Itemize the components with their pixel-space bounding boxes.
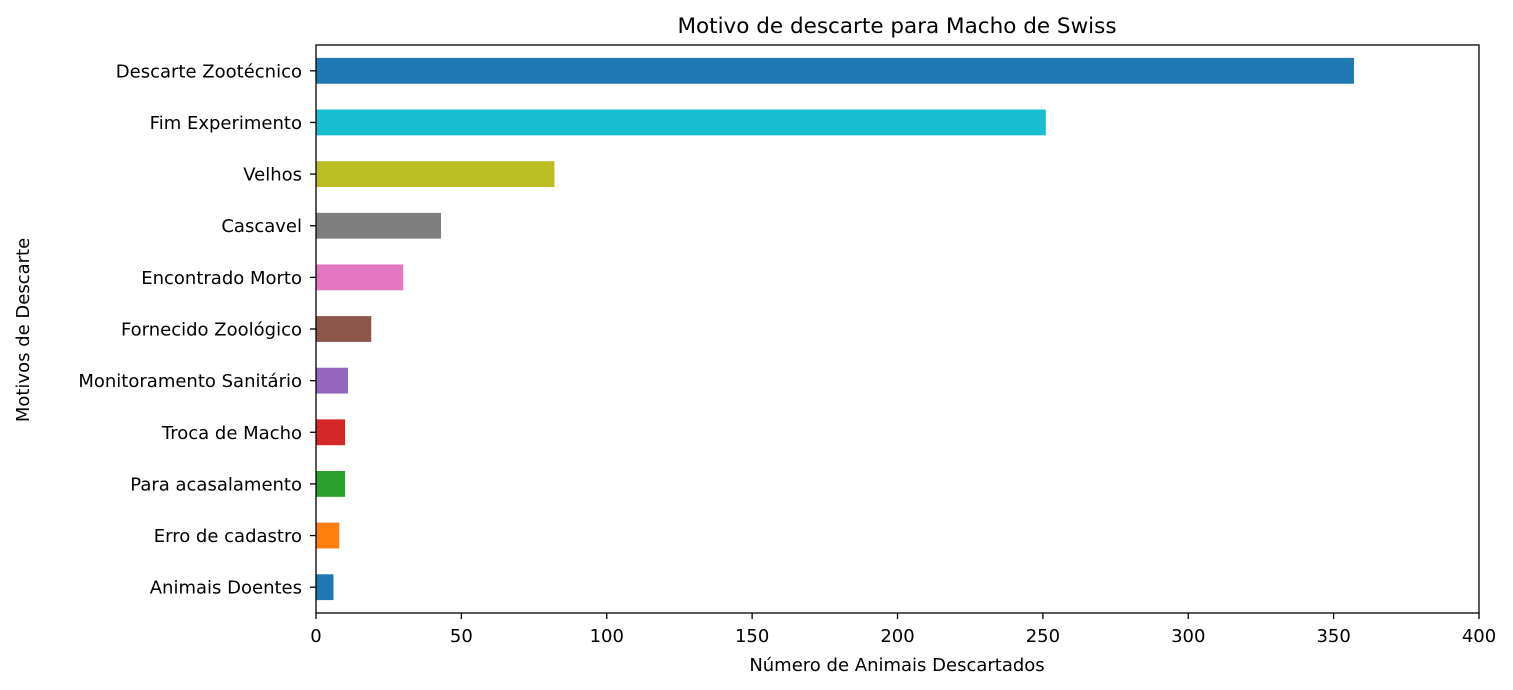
y-tick-label: Para acasalamento	[130, 474, 302, 495]
x-tick-label: 0	[310, 626, 321, 647]
bar-encontrado-morto	[316, 264, 404, 291]
x-tick-label: 250	[1026, 626, 1060, 647]
y-tick-label: Descarte Zootécnico	[116, 61, 302, 82]
bar-erro-de-cadastro	[316, 522, 340, 549]
x-tick-label: 50	[450, 626, 473, 647]
y-tick-label: Fornecido Zoológico	[121, 320, 302, 341]
chart-title: Motivo de descarte para Macho de Swiss	[677, 14, 1116, 39]
bar-fornecido-zoologico	[316, 316, 372, 342]
x-axis-label: Número de Animais Descartados	[749, 655, 1044, 676]
bar-fim-experimento	[316, 109, 1046, 136]
y-tick-label: Fim Experimento	[150, 113, 302, 134]
y-tick-label: Animais Doentes	[150, 578, 302, 599]
y-tick-label: Encontrado Morto	[141, 268, 302, 289]
y-tick-label: Troca de Macho	[161, 423, 302, 444]
bar-velhos	[316, 161, 555, 187]
bar-troca-de-macho	[316, 419, 346, 446]
bar-descarte-zootecnico	[316, 57, 1354, 84]
bar-cascavel	[316, 212, 442, 239]
bar-animais-doentes	[316, 574, 334, 601]
y-tick-label: Erro de cadastro	[154, 526, 302, 547]
x-tick-label: 300	[1171, 626, 1205, 647]
y-axis-label: Motivos de Descarte	[13, 238, 34, 422]
x-tick-label: 150	[735, 626, 769, 647]
plot-frame	[315, 44, 1480, 614]
y-tick-label: Cascavel	[221, 216, 302, 237]
x-axis-ticks: 0 50 100 150 200 250 300 350 400	[310, 613, 1496, 647]
y-tick-label: Velhos	[243, 165, 302, 186]
bar-monitoramento-sanitario	[316, 367, 348, 394]
x-tick-label: 100	[590, 626, 624, 647]
x-tick-label: 350	[1316, 626, 1350, 647]
y-axis-ticks: Descarte Zootécnico Fim Experimento Velhos…	[78, 61, 316, 599]
y-tick-label: Monitoramento Sanitário	[78, 371, 302, 392]
x-tick-label: 400	[1462, 626, 1496, 647]
bars-group	[316, 57, 1354, 601]
bar-para-acasalamento	[316, 471, 346, 497]
x-tick-label: 200	[880, 626, 914, 647]
